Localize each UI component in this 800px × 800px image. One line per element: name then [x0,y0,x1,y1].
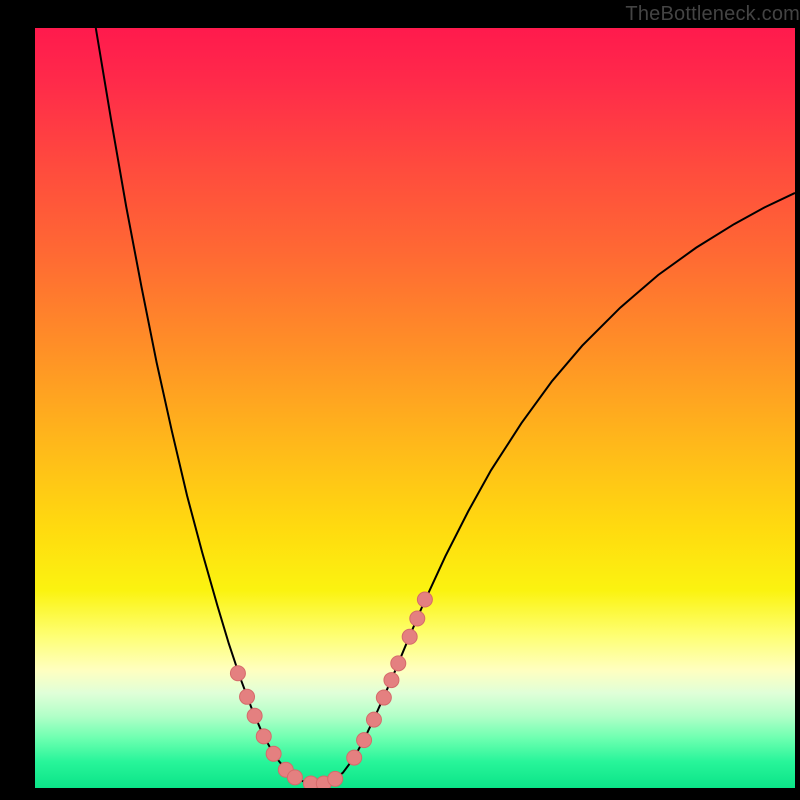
data-marker [357,733,372,748]
plot-border-bottom [0,788,800,800]
data-marker [266,746,281,761]
plot-border-right [795,0,800,800]
plot-border-left [0,0,35,800]
data-marker [376,690,391,705]
bottleneck-chart [0,0,800,800]
data-marker [410,611,425,626]
data-marker [384,673,399,688]
chart-background [35,28,795,788]
data-marker [287,770,302,785]
data-marker [366,712,381,727]
data-marker [256,729,271,744]
data-marker [391,656,406,671]
chart-container [0,0,800,800]
data-marker [230,666,245,681]
data-marker [328,771,343,786]
data-marker [347,750,362,765]
data-marker [240,689,255,704]
data-marker [247,708,262,723]
watermark-text: TheBottleneck.com [625,3,800,26]
data-marker [417,592,432,607]
data-marker [402,629,417,644]
